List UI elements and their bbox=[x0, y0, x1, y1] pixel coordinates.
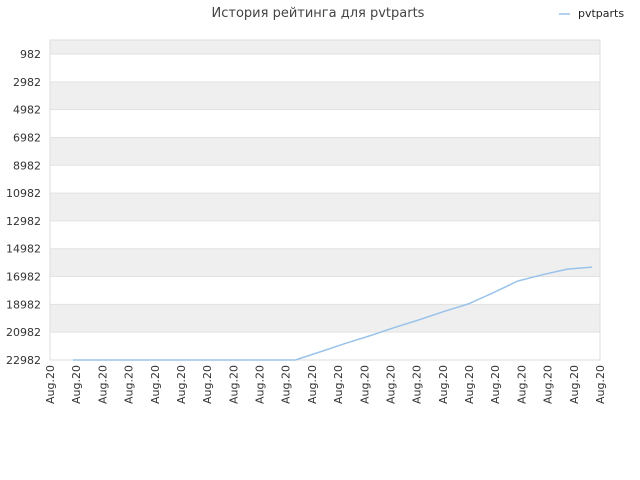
x-tick-label: Aug.20 bbox=[384, 365, 397, 404]
y-tick-label: 2982 bbox=[13, 76, 41, 89]
plot-band bbox=[50, 137, 600, 166]
gridlines bbox=[50, 53, 600, 361]
legend: pvtparts bbox=[559, 7, 624, 20]
x-tick-label: Aug.20 bbox=[358, 365, 371, 404]
x-tick-label: Aug.20 bbox=[175, 365, 188, 404]
x-tick-label: Aug.20 bbox=[568, 365, 581, 404]
legend-label-pvtparts: pvtparts bbox=[578, 7, 624, 20]
plot-band bbox=[50, 276, 600, 305]
x-tick-label: Aug.20 bbox=[515, 365, 528, 404]
chart-title: История рейтинга для pvtparts bbox=[212, 6, 425, 21]
x-tick-label: Aug.20 bbox=[280, 365, 293, 404]
plot-band bbox=[50, 40, 600, 54]
plot-background-bands bbox=[50, 40, 600, 360]
y-tick-label: 16982 bbox=[6, 271, 41, 284]
y-tick-label: 20982 bbox=[6, 326, 41, 339]
x-tick-label: Aug.20 bbox=[489, 365, 502, 404]
x-tick-label: Aug.20 bbox=[227, 365, 240, 404]
x-tick-label: Aug.20 bbox=[123, 365, 136, 404]
plot-band bbox=[50, 220, 600, 249]
plot-band bbox=[50, 54, 600, 82]
x-tick-label: Aug.20 bbox=[542, 365, 555, 404]
x-tick-label: Aug.20 bbox=[594, 365, 607, 404]
series-line-pvtparts bbox=[73, 266, 593, 361]
x-tick-label: Aug.20 bbox=[463, 365, 476, 404]
x-tick-label: Aug.20 bbox=[201, 365, 214, 404]
plot-band bbox=[50, 109, 600, 138]
y-tick-label: 18982 bbox=[6, 298, 41, 311]
plot-band bbox=[50, 304, 600, 333]
x-tick-label: Aug.20 bbox=[332, 365, 345, 404]
y-tick-label: 6982 bbox=[13, 131, 41, 144]
plot-border bbox=[49, 39, 601, 361]
plot-band bbox=[50, 248, 600, 277]
plot-band bbox=[50, 193, 600, 221]
y-tick-label: 12982 bbox=[6, 215, 41, 228]
y-tick-label: 22982 bbox=[6, 354, 41, 367]
plot-band bbox=[50, 332, 600, 360]
y-tick-label: 8982 bbox=[13, 159, 41, 172]
x-tick-label: Aug.20 bbox=[70, 365, 83, 404]
y-tick-label: 14982 bbox=[6, 243, 41, 256]
plot-band bbox=[50, 165, 600, 194]
x-axis-ticks: Aug.20 Aug.20 Aug.20 Aug.20 Aug.20 Aug.20 Aug.… bbox=[44, 365, 607, 404]
y-axis-ticks: 982 2982 4982 6982 8982 10982 12982 14982 16982 1… bbox=[6, 48, 41, 367]
y-tick-label: 4982 bbox=[13, 104, 41, 117]
x-tick-label: Aug.20 bbox=[411, 365, 424, 404]
plot-band bbox=[50, 81, 600, 110]
x-tick-label: Aug.20 bbox=[254, 365, 267, 404]
x-tick-label: Aug.20 bbox=[306, 365, 319, 404]
y-tick-label: 10982 bbox=[6, 187, 41, 200]
x-tick-label: Aug.20 bbox=[149, 365, 162, 404]
x-tick-label: Aug.20 bbox=[96, 365, 109, 404]
x-tick-label: Aug.20 bbox=[437, 365, 450, 404]
x-tick-label: Aug.20 bbox=[44, 365, 57, 404]
series-lines bbox=[73, 266, 593, 361]
y-tick-label: 982 bbox=[20, 48, 41, 61]
